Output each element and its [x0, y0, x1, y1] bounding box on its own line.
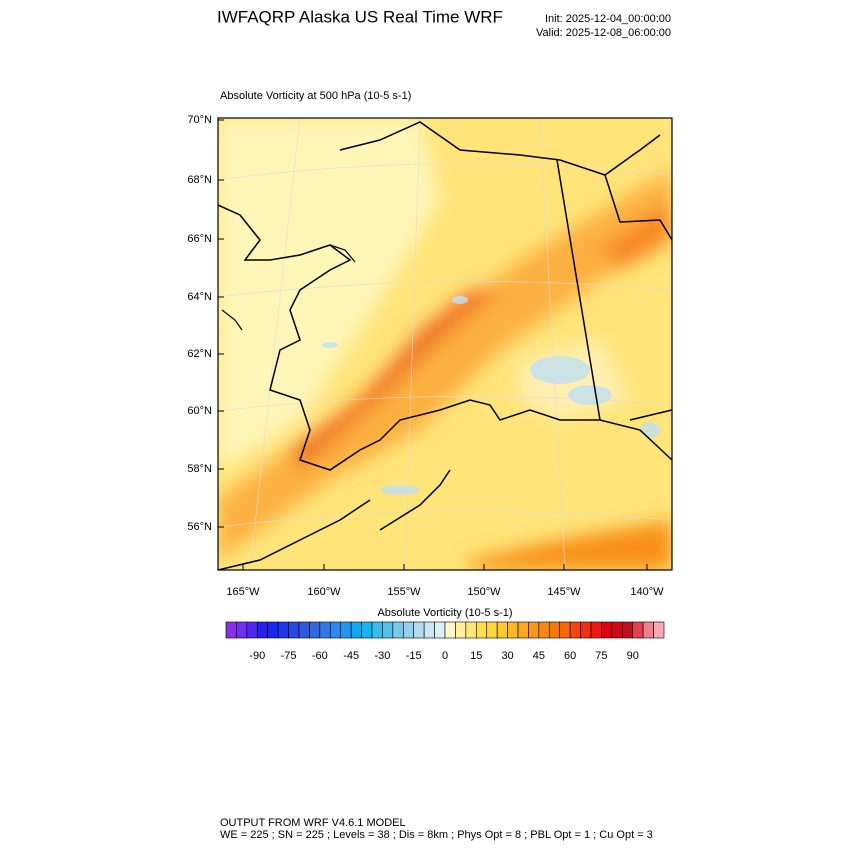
colorbar-box [517, 621, 529, 639]
colorbar-box [298, 621, 310, 639]
colorbar-box [267, 621, 279, 639]
colorbar-box [444, 621, 456, 639]
lon-label: 145°W [547, 586, 581, 598]
colorbar-box [632, 621, 644, 639]
lon-labels: 165°W 160°W 155°W 150°W 145°W 140°W [226, 564, 664, 598]
colorbar-tick-label: 15 [470, 650, 482, 662]
lon-label: 150°W [467, 586, 501, 598]
colorbar-box [548, 621, 561, 639]
init-time: Init: 2025-12-04_00:00:00 [545, 13, 671, 25]
colorbar-box [319, 621, 331, 639]
colorbar-box [309, 621, 321, 639]
colorbar-box [569, 621, 581, 639]
colorbar-title: Absolute Vorticity (10-5 s-1) [377, 607, 512, 619]
colorbar-tick-label: -60 [312, 650, 328, 662]
title: IWFAQRP Alaska US Real Time WRF [217, 7, 503, 26]
lat-label: 64°N [187, 291, 212, 303]
subtitle: Absolute Vorticity at 500 hPa (10-5 s-1) [220, 90, 411, 102]
footer-line: OUTPUT FROM WRF V4.6.1 MODEL [220, 817, 406, 829]
colorbar-box [559, 621, 571, 639]
lat-label: 66°N [187, 233, 212, 245]
colorbar-box [423, 621, 435, 639]
colorbar-tick-label: -15 [406, 650, 422, 662]
colorbar-box [455, 621, 467, 639]
colorbar-box [246, 621, 258, 639]
colorbar-tick-label: -90 [249, 650, 265, 662]
colorbar-box [277, 621, 289, 639]
colorbar-box [465, 621, 477, 639]
colorbar-box [350, 621, 362, 639]
lat-label: 70°N [187, 114, 212, 126]
colorbar-tick-label: 0 [442, 650, 448, 662]
colorbar-box [225, 621, 237, 639]
colorbar-box [653, 621, 665, 639]
colorbar-box [507, 621, 519, 639]
colorbar-box [486, 621, 498, 639]
lat-label: 62°N [187, 348, 212, 360]
colorbar-box [611, 621, 623, 639]
map-frame [217, 117, 673, 571]
colorbar: -90 -75 -60 -45 -30 -15 0 15 30 45 60 75 90 [225, 621, 665, 662]
colorbar-box [256, 621, 269, 639]
colorbar-box [361, 621, 373, 639]
lat-label: 68°N [187, 174, 212, 186]
colorbar-tick-label: 30 [501, 650, 513, 662]
lon-label: 160°W [307, 586, 341, 598]
colorbar-tick-label: 90 [627, 650, 639, 662]
lat-label: 60°N [187, 405, 212, 417]
colorbar-tick-label: 45 [533, 650, 545, 662]
colorbar-box [371, 621, 383, 639]
colorbar-box [288, 621, 300, 639]
footer-line: WE = 225 ; SN = 225 ; Levels = 38 ; Dis … [220, 829, 653, 841]
colorbar-tick-label: 75 [595, 650, 607, 662]
colorbar-box [601, 621, 613, 639]
colorbar-box [475, 621, 488, 639]
colorbar-box [340, 621, 352, 639]
lat-label: 56°N [187, 521, 212, 533]
lon-label: 155°W [387, 586, 421, 598]
colorbar-box [496, 621, 508, 639]
valid-time: Valid: 2025-12-08_06:00:00 [536, 27, 671, 39]
colorbar-box [382, 621, 394, 639]
lon-label: 140°W [630, 586, 664, 598]
colorbar-tick-label: 60 [564, 650, 576, 662]
colorbar-box [621, 621, 634, 639]
colorbar-box [392, 621, 404, 639]
lon-label: 165°W [226, 586, 260, 598]
colorbar-box [580, 621, 592, 639]
colorbar-tick-label: -30 [374, 650, 390, 662]
colorbar-box [590, 621, 602, 639]
colorbar-tick-label: -45 [343, 650, 359, 662]
colorbar-tick-label: -75 [281, 650, 297, 662]
colorbar-box [236, 621, 248, 639]
vorticity-field [218, 118, 672, 570]
lat-label: 58°N [187, 463, 212, 475]
lat-labels: 70°N 68°N 66°N 64°N 62°N 60°N 58°N 56°N [187, 114, 224, 533]
colorbar-box [642, 621, 654, 639]
colorbar-box [538, 621, 550, 639]
colorbar-box [329, 621, 342, 639]
colorbar-box [434, 621, 446, 639]
colorbar-box [413, 621, 425, 639]
colorbar-box [402, 621, 415, 639]
colorbar-box [528, 621, 540, 639]
